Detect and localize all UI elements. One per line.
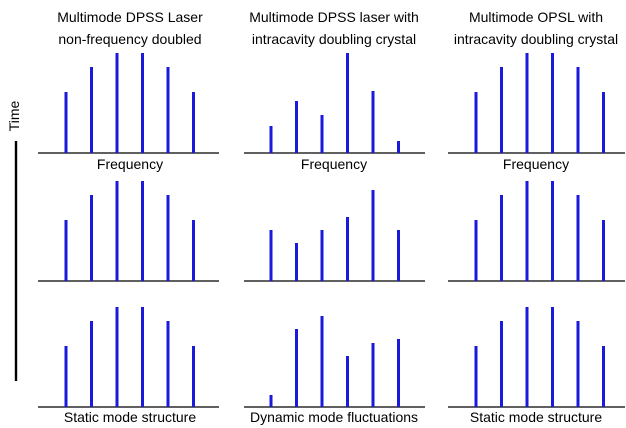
column-2-title-line2: intracavity doubling crystal (252, 31, 416, 47)
frequency-label-col3: Frequency (503, 156, 569, 172)
caption-col2: Dynamic mode fluctuations (250, 409, 418, 425)
frequency-label-col2: Frequency (301, 156, 367, 172)
column-3-title-line1: Multimode OPSL with (469, 9, 603, 25)
column-1-title-line1: Multimode DPSS Laser (57, 9, 203, 25)
frequency-label-col1: Frequency (97, 156, 163, 172)
caption-col3: Static mode structure (470, 409, 602, 425)
mode-panels (38, 53, 625, 408)
column-3-title-line2: intracavity doubling crystal (454, 31, 618, 47)
caption-col1: Static mode structure (64, 409, 196, 425)
time-axis-label: Time (6, 100, 22, 131)
column-2-title-line1: Multimode DPSS laser with (249, 9, 419, 25)
column-1-title-line2: non-frequency doubled (58, 31, 201, 47)
